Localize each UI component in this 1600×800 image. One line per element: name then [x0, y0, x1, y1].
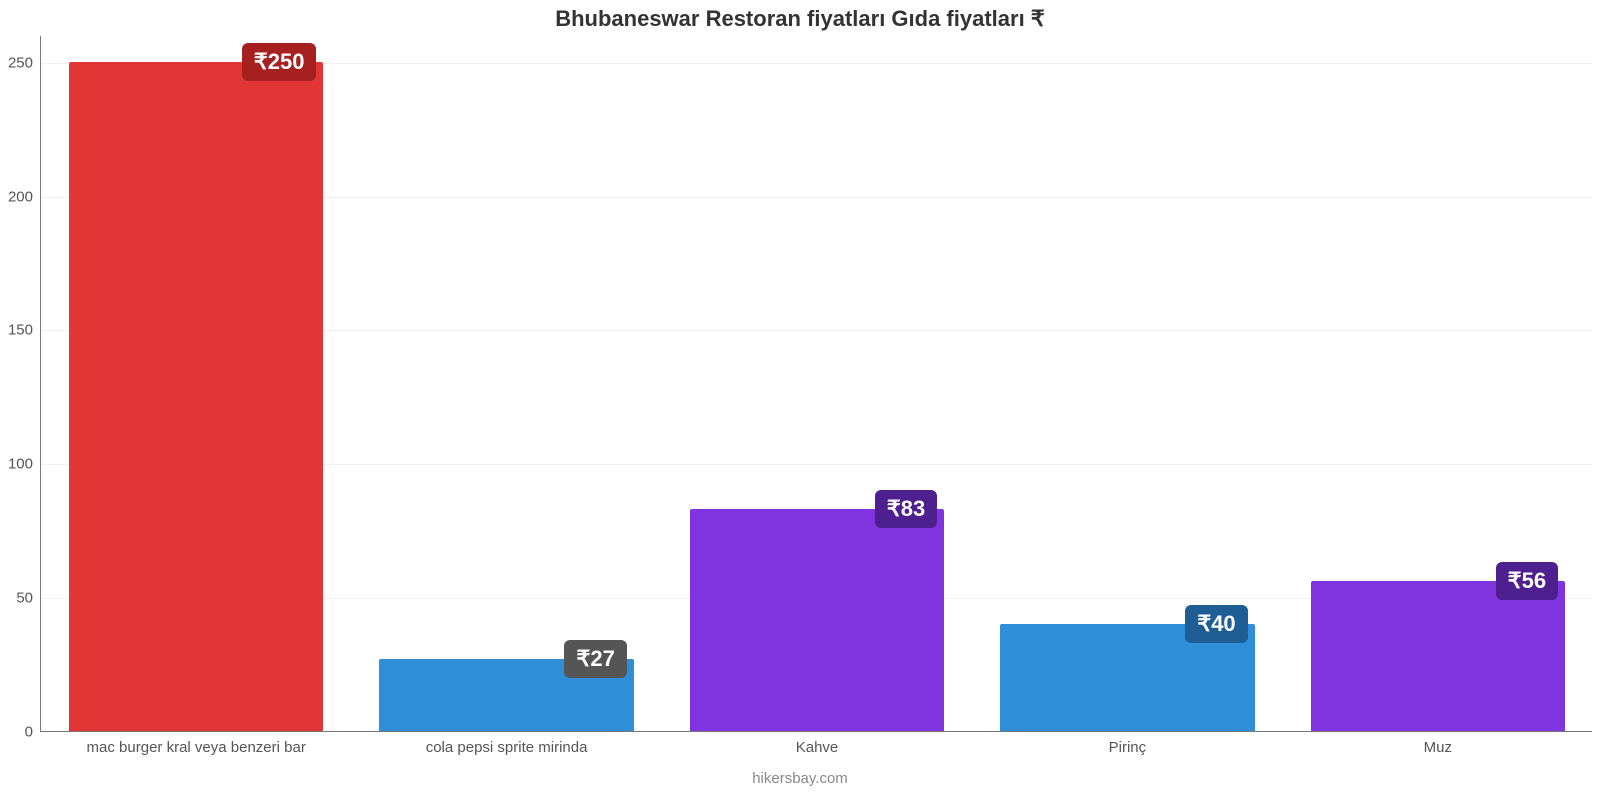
bar	[690, 509, 945, 731]
chart-container: Bhubaneswar Restoran fiyatları Gıda fiya…	[0, 0, 1600, 800]
bar-value-label: ₹250	[242, 43, 317, 81]
bar	[1311, 581, 1566, 731]
bar-value-label: ₹56	[1496, 562, 1558, 600]
y-tick-label: 200	[8, 188, 41, 205]
x-tick-label: mac burger kral veya benzeri bar	[87, 731, 306, 756]
y-tick-label: 50	[16, 590, 41, 607]
bar-value-label: ₹83	[875, 490, 937, 528]
bar-value-label: ₹27	[564, 640, 626, 678]
x-tick-label: Pirinç	[1109, 731, 1147, 756]
y-tick-label: 100	[8, 456, 41, 473]
x-tick-label: Muz	[1424, 731, 1452, 756]
y-tick-label: 0	[25, 724, 41, 741]
bar	[69, 62, 324, 731]
plot-area: 050100150200250₹250mac burger kral veya …	[40, 36, 1592, 732]
x-tick-label: Kahve	[796, 731, 839, 756]
x-tick-label: cola pepsi sprite mirinda	[426, 731, 588, 756]
bar-value-label: ₹40	[1185, 605, 1247, 643]
chart-footer: hikersbay.com	[0, 770, 1600, 787]
y-tick-label: 250	[8, 54, 41, 71]
chart-title: Bhubaneswar Restoran fiyatları Gıda fiya…	[0, 6, 1600, 32]
y-tick-label: 150	[8, 322, 41, 339]
